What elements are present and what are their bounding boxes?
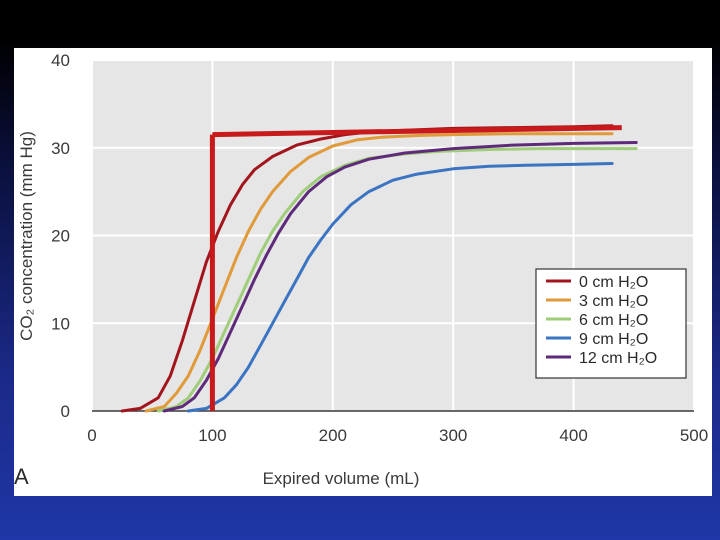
y-tick-label: 30 (51, 139, 70, 158)
legend-label: 0 cm H₂O (579, 274, 648, 291)
x-tick-label: 0 (87, 426, 96, 445)
series-line (144, 132, 614, 413)
overlay-horizontal-line (212, 125, 622, 138)
y-tick-label: 40 (51, 51, 70, 70)
x-tick-label: 400 (559, 426, 587, 445)
y-tick-label: 0 (61, 402, 70, 421)
x-axis-title: Expired volume (mL) (263, 469, 420, 488)
series-line (162, 141, 638, 413)
legend-box (535, 268, 687, 379)
y-axis-title: CO₂ concentration (mm Hg) (17, 131, 36, 341)
legend-label: 3 cm H₂O (579, 293, 648, 310)
panel-label: A (14, 464, 29, 489)
legend-label: 6 cm H₂O (579, 312, 648, 329)
annotation-overlay (209, 125, 622, 411)
y-tick-labels: 0 10 20 30 40 (51, 51, 70, 421)
legend: 0 cm H₂O 3 cm H₂O 6 cm H₂O 9 cm H₂O 12 cm H₂… (535, 268, 687, 379)
x-tick-labels: 0 100 200 300 400 500 (87, 426, 708, 445)
figure-panel: 0 100 200 300 400 500 0 10 20 30 40 0 cm H₂O 3 cm … (14, 48, 712, 496)
x-tick-label: 100 (198, 426, 226, 445)
x-tick-label: 500 (680, 426, 708, 445)
y-tick-label: 10 (51, 314, 70, 333)
series-line (156, 147, 638, 413)
legend-label: 12 cm H₂O (579, 350, 657, 367)
x-tick-label: 200 (319, 426, 347, 445)
x-tick-label: 300 (439, 426, 467, 445)
gridlines (91, 59, 695, 412)
series-line (186, 162, 614, 413)
y-tick-label: 20 (51, 227, 70, 246)
co2-chart: 0 100 200 300 400 500 0 10 20 30 40 0 cm H₂O 3 cm … (14, 51, 708, 489)
legend-label: 9 cm H₂O (579, 331, 648, 348)
